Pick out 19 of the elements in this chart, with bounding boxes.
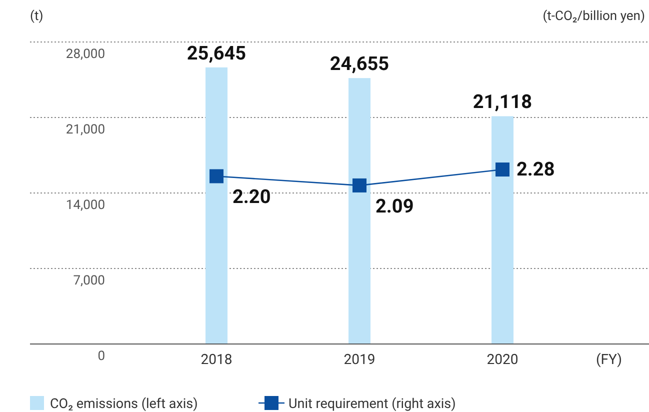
y-tick-label: 14,000 <box>66 198 105 213</box>
data-label: 2.09 <box>376 194 414 218</box>
y-tick-label: 21,000 <box>66 122 105 138</box>
y-tick-label: 28,000 <box>66 47 105 62</box>
x-tick-label: 2019 <box>344 352 376 368</box>
y-tick-label: 0 <box>98 349 105 364</box>
x-axis-title: (FY) <box>596 352 622 368</box>
legend-label: Unit requirement (right axis) <box>288 396 456 412</box>
data-label: 21,118 <box>472 90 532 114</box>
legend-label: CO₂ emissions (left axis) <box>50 396 198 412</box>
x-tick-label: 2020 <box>486 352 518 368</box>
y2-axis-title: (t-CO₂/billion yen) <box>542 9 645 24</box>
x-tick-label: 2018 <box>200 352 232 368</box>
data-label: 2.20 <box>232 185 271 208</box>
y-axis-title: (t) <box>30 9 44 24</box>
data-label: 25,645 <box>186 41 246 64</box>
data-label: 2.28 <box>516 158 555 181</box>
y-tick-label: 7,000 <box>73 274 105 288</box>
data-label: 24,655 <box>330 52 390 76</box>
